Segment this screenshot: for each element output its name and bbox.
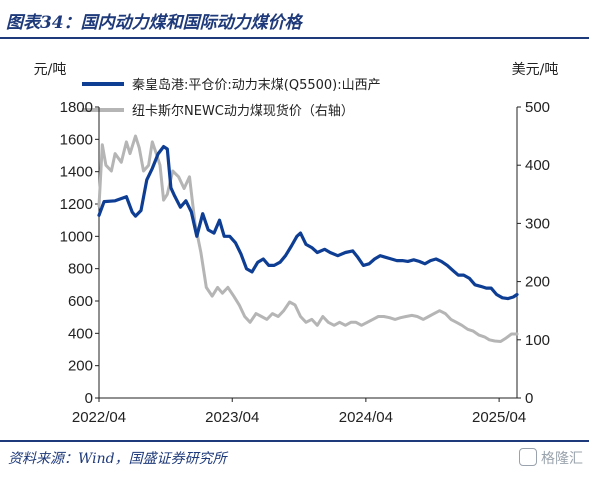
right-tick-label: 100: [525, 332, 550, 349]
left-tick-label: 1400: [60, 164, 93, 181]
left-tick-label: 1000: [60, 228, 93, 245]
watermark-text: 格隆汇: [541, 451, 583, 467]
series-line-newc: [97, 134, 519, 343]
left-tick-label: 400: [68, 325, 93, 342]
series-layer: [97, 134, 519, 343]
chart-title: 图表34：国内动力煤和国际动力煤价格: [6, 13, 302, 33]
watermark-logo-icon: [519, 448, 537, 466]
left-tick-label: 1800: [60, 99, 93, 116]
series-line-qinhuangdao: [97, 144, 519, 301]
right-tick-label: 200: [525, 274, 550, 291]
legend-label-newc: 纽卡斯尔NEWC动力煤现货价（右轴）: [132, 103, 354, 119]
legend-label-domestic: 秦皇岛港:平仓价:动力末煤(Q5500):山西产: [132, 77, 381, 93]
left-tick-label: 200: [68, 358, 93, 375]
footer-divider: [0, 440, 589, 442]
title-bar: 图表34：国内动力煤和国际动力煤价格: [0, 0, 589, 40]
title-divider: [0, 37, 589, 39]
left-axis-unit: 元/吨: [34, 62, 67, 78]
left-tick-label: 800: [68, 261, 93, 278]
watermark: 格隆汇: [519, 448, 583, 468]
left-tick-label: 1600: [60, 131, 93, 148]
left-tick-label: 1200: [60, 196, 93, 213]
left-tick-label: 0: [85, 390, 93, 407]
x-tick-label: 2025/04: [472, 409, 526, 426]
legend: 秦皇岛港:平仓价:动力末煤(Q5500):山西产 纽卡斯尔NEWC动力煤现货价（…: [82, 77, 381, 119]
source-note: 资料来源：Wind，国盛证券研究所: [8, 451, 227, 467]
chart-area: 元/吨 美元/吨 秦皇岛港:平仓价:动力末煤(Q5500):山西产 纽卡斯尔NE…: [34, 62, 559, 426]
x-tick-label: 2022/04: [72, 409, 126, 426]
right-axis-unit: 美元/吨: [512, 62, 559, 78]
right-tick-label: 500: [525, 99, 550, 116]
axes: 0 200 400 600 800 1000 1200 1400 1600 1800 0 100 200…: [60, 99, 550, 426]
right-tick-label: 400: [525, 157, 550, 174]
x-tick-label: 2023/04: [205, 409, 259, 426]
x-tick-label: 2024/04: [339, 409, 393, 426]
left-tick-label: 600: [68, 293, 93, 310]
right-tick-label: 0: [525, 390, 533, 407]
right-tick-label: 300: [525, 215, 550, 232]
